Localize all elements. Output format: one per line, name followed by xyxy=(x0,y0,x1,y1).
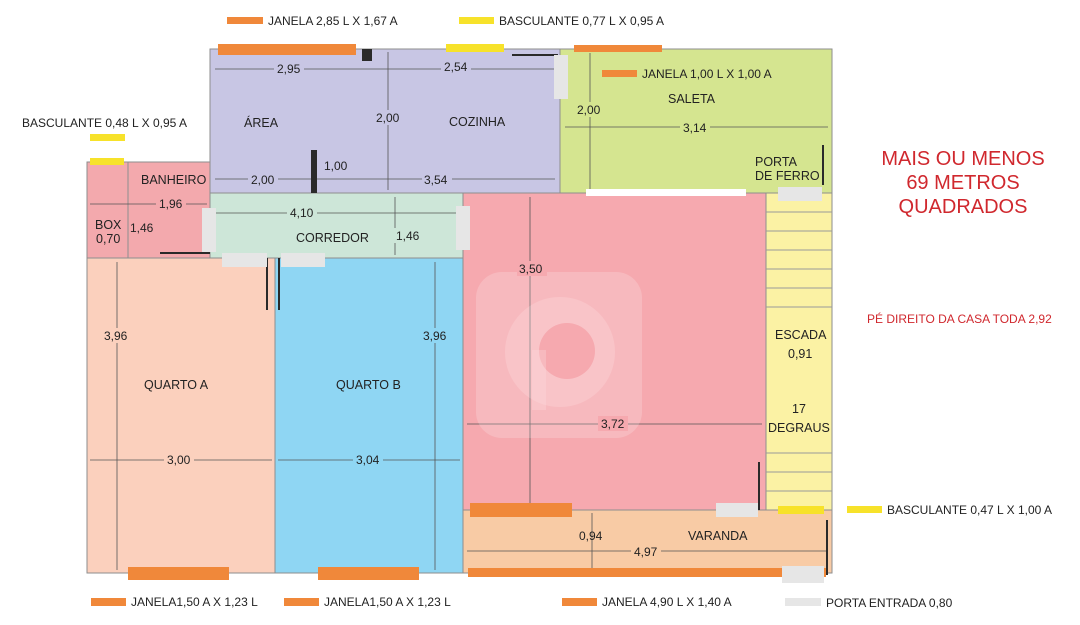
quarto-b-room xyxy=(275,258,463,573)
legend-swatch-basculante-top xyxy=(459,17,494,24)
basculantes xyxy=(90,44,824,514)
dim-quarto-b-width: 3,04 xyxy=(356,453,380,467)
room-label-quarto-b: QUARTO B xyxy=(336,378,401,392)
total-area-line2: 69 METROS xyxy=(906,172,1019,194)
room-label-box: BOX xyxy=(95,218,122,232)
legend-swatch-janela-top xyxy=(227,17,263,24)
door-entrada xyxy=(782,566,824,583)
door-porta-ferro xyxy=(778,187,822,201)
room-label-saleta: SALETA xyxy=(668,92,716,106)
room-label-porta-ferro-2: DE FERRO xyxy=(755,169,820,183)
door-varanda xyxy=(716,503,758,517)
stair-treads xyxy=(766,211,832,492)
dim-area-height: 2,00 xyxy=(376,111,400,125)
dim-corredor-height: 1,46 xyxy=(396,229,420,243)
legend-basculante-left: BASCULANTE 0,48 L X 0,95 A xyxy=(22,116,187,130)
door-quarto-b xyxy=(281,253,325,267)
room-label-escada: ESCADA xyxy=(775,328,827,342)
room-label-area: ÁREA xyxy=(244,115,279,130)
window-area xyxy=(218,44,356,55)
dim-quarto-a-width: 3,00 xyxy=(167,453,191,467)
doors xyxy=(202,55,824,583)
legend-basculante-right: BASCULANTE 0,47 L X 1,00 A xyxy=(887,503,1052,517)
legend-porta-entrada: PORTA ENTRADA 0,80 xyxy=(826,596,953,610)
door-corredor-sala xyxy=(456,206,470,250)
legend-swatch-janela-varanda xyxy=(562,598,597,606)
dim-quarto-a-height: 3,96 xyxy=(104,329,128,343)
dim-varanda-width: 4,97 xyxy=(634,545,658,559)
banheiro-room xyxy=(87,162,210,258)
total-area-line3: QUADRADOS xyxy=(899,196,1028,218)
dim-saleta-height: 2,00 xyxy=(577,103,601,117)
legend-swatch-janela-saleta xyxy=(602,70,637,77)
dim-banheiro-width: 1,96 xyxy=(159,197,183,211)
total-area-line1: MAIS OU MENOS xyxy=(881,148,1044,170)
quarto-a-room xyxy=(87,258,275,573)
room-label-escada-width: 0,91 xyxy=(788,347,812,361)
corredor-room xyxy=(210,193,463,258)
door-cozinha-saleta xyxy=(554,55,568,99)
dim-sala-width: 3,72 xyxy=(601,417,625,431)
dim-cozinha-width: 2,54 xyxy=(444,60,468,74)
window-quarto-a xyxy=(128,567,229,580)
room-label-banheiro: BANHEIRO xyxy=(141,173,207,187)
legend-swatch-basculante-right xyxy=(847,506,882,513)
window-varanda xyxy=(468,568,826,577)
walls xyxy=(160,49,828,575)
basculante-escada xyxy=(778,506,824,514)
room-label-box-width: 0,70 xyxy=(96,232,120,246)
dimension-labels: 2,95 2,54 2,00 2,00 3,14 1,00 2,00 3,54 … xyxy=(102,59,710,559)
room-label-corredor: CORREDOR xyxy=(296,231,369,245)
sala-room xyxy=(463,193,766,510)
legend-basculante-top: BASCULANTE 0,77 L X 0,95 A xyxy=(499,14,664,28)
window-sala xyxy=(470,503,572,517)
legend-swatch-basculante-left xyxy=(90,134,125,141)
window-saleta xyxy=(574,45,662,52)
dim-varanda-height: 0,94 xyxy=(579,529,603,543)
pe-direito-note: PÉ DIREITO DA CASA TODA 2,92 xyxy=(867,311,1052,326)
basculante-banheiro xyxy=(90,158,124,165)
room-label-varanda: VARANDA xyxy=(688,529,748,543)
room-label-degraus: DEGRAUS xyxy=(768,421,830,435)
dim-quarto-b-height: 3,96 xyxy=(423,329,447,343)
dim-wall-100: 1,00 xyxy=(324,159,348,173)
legend-swatches xyxy=(90,17,882,606)
legend-swatch-janela-b xyxy=(284,598,319,606)
dim-area-width: 2,95 xyxy=(277,62,301,76)
varanda-room xyxy=(463,510,832,573)
room-label-cozinha: COZINHA xyxy=(449,115,506,129)
room-label-quarto-a: QUARTO A xyxy=(144,378,209,392)
legend-swatch-porta xyxy=(785,598,821,606)
legend-janela-b: JANELA1,50 A X 1,23 L xyxy=(324,595,451,609)
dim-banheiro-height: 1,46 xyxy=(130,221,154,235)
watermark-logo xyxy=(476,272,642,438)
dim-sala-height: 3,50 xyxy=(519,262,543,276)
dim-saleta-width: 3,14 xyxy=(683,121,707,135)
legend-janela-top: JANELA 2,85 L X 1,67 A xyxy=(268,14,398,28)
basculante-cozinha xyxy=(446,44,504,52)
windows xyxy=(128,44,826,580)
door-sala-saleta xyxy=(586,189,746,196)
dim-cozinha-bottom: 3,54 xyxy=(424,173,448,187)
room-label-porta-ferro-1: PORTA xyxy=(755,155,798,169)
legend-swatch-janela-a xyxy=(91,598,126,606)
window-quarto-b xyxy=(318,567,419,580)
legend-janela-varanda: JANELA 4,90 L X 1,40 A xyxy=(602,595,732,609)
legend-janela-saleta: JANELA 1,00 L X 1,00 A xyxy=(642,67,772,81)
escada-room xyxy=(766,193,832,510)
door-quarto-a xyxy=(222,253,267,267)
room-label-degraus-count: 17 xyxy=(792,402,806,416)
legend-janela-a: JANELA1,50 A X 1,23 L xyxy=(131,595,258,609)
dim-area-bottom: 2,00 xyxy=(251,173,275,187)
dim-corredor-width: 4,10 xyxy=(290,206,314,220)
door-banheiro xyxy=(202,208,216,252)
